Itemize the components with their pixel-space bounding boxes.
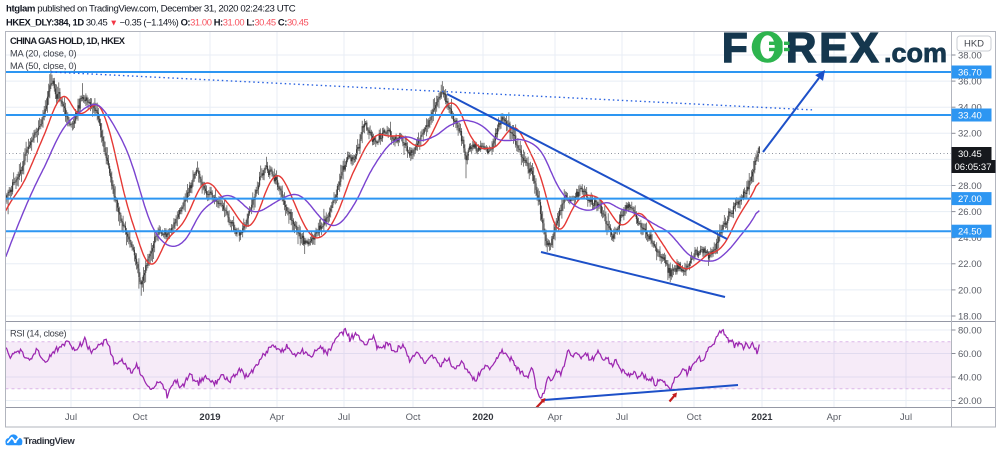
svg-text:2019: 2019	[199, 412, 220, 423]
svg-text:36.70: 36.70	[958, 67, 982, 78]
svg-text:2021: 2021	[751, 412, 773, 423]
svg-text:32.00: 32.00	[958, 129, 982, 140]
svg-text:F: F	[722, 24, 748, 71]
svg-text:06:05:37: 06:05:37	[955, 162, 992, 173]
svg-text:TradingView: TradingView	[24, 436, 76, 447]
svg-text:20.00: 20.00	[958, 396, 982, 407]
svg-text:CHINA GAS HOLD, 1D, HKEX: CHINA GAS HOLD, 1D, HKEX	[10, 36, 126, 46]
svg-text:24.50: 24.50	[958, 227, 982, 238]
svg-text:HKEX_DLY:384, 1D 30.45 ▼ −0.35: HKEX_DLY:384, 1D 30.45 ▼ −0.35 (−1.14%) …	[6, 17, 309, 28]
svg-text:2020: 2020	[472, 412, 493, 423]
svg-text:24.00: 24.00	[958, 233, 982, 244]
svg-text:38.00: 38.00	[958, 50, 982, 61]
svg-text:36.00: 36.00	[958, 77, 982, 88]
svg-text:22.00: 22.00	[958, 259, 982, 270]
svg-text:HKD: HKD	[964, 39, 984, 50]
svg-text:28.00: 28.00	[958, 181, 982, 192]
svg-text:Apr: Apr	[548, 412, 563, 423]
svg-text:.com: .com	[884, 38, 947, 68]
svg-text:Oct: Oct	[406, 412, 421, 423]
svg-text:18.00: 18.00	[958, 311, 982, 322]
svg-text:Oct: Oct	[133, 412, 148, 423]
svg-text:htglam published on TradingVie: htglam published on TradingView.com, Dec…	[6, 4, 296, 15]
svg-text:Jul: Jul	[338, 412, 350, 423]
svg-text:80.00: 80.00	[958, 325, 982, 336]
svg-text:20.00: 20.00	[958, 285, 982, 296]
svg-text:Apr: Apr	[827, 412, 842, 423]
svg-text:Jul: Jul	[616, 412, 628, 423]
svg-text:REX: REX	[786, 24, 881, 71]
svg-text:RSI (14, close): RSI (14, close)	[10, 329, 67, 339]
svg-text:Jul: Jul	[900, 412, 912, 423]
svg-text:30.45: 30.45	[958, 149, 982, 160]
svg-text:MA (20, close, 0): MA (20, close, 0)	[10, 49, 76, 59]
svg-text:Jul: Jul	[65, 412, 77, 423]
svg-text:27.00: 27.00	[958, 194, 982, 205]
svg-text:26.00: 26.00	[958, 207, 982, 218]
svg-text:33.40: 33.40	[958, 110, 982, 121]
svg-text:Oct: Oct	[687, 412, 702, 423]
svg-text:60.00: 60.00	[958, 349, 982, 360]
svg-text:40.00: 40.00	[958, 372, 982, 383]
svg-text:34.00: 34.00	[958, 103, 982, 114]
svg-text:MA (50, close, 0): MA (50, close, 0)	[10, 61, 76, 71]
svg-text:Apr: Apr	[270, 412, 285, 423]
